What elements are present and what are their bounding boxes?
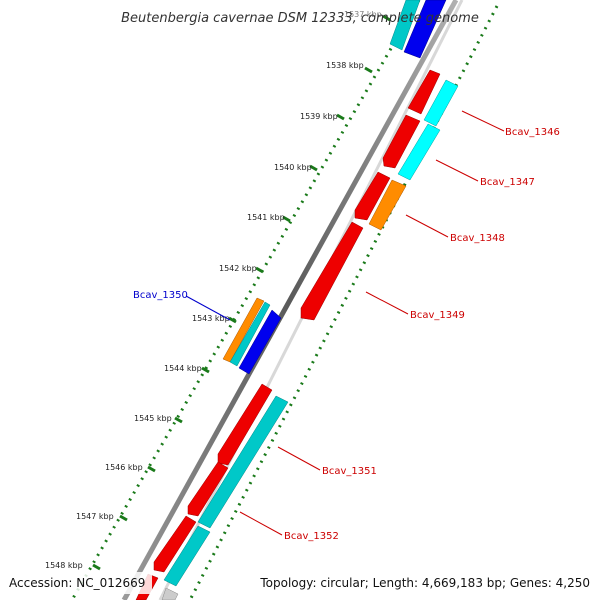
tick-label: 1538 kbp xyxy=(326,61,364,70)
tick-mark xyxy=(309,164,318,172)
footer-topology-bg xyxy=(256,572,596,594)
cds-bcav-1352-cyan xyxy=(163,525,211,587)
genome-backbone xyxy=(121,0,459,600)
cds-bcav-1350-cyan xyxy=(229,301,271,367)
footer-accession-bg xyxy=(4,572,152,594)
cds-bcav-1348-red xyxy=(354,171,391,221)
cds-bottom-grey xyxy=(161,587,179,600)
tick-mark xyxy=(228,316,237,324)
gene-label-bcav-1347[interactable]: Bcav_1347 xyxy=(480,177,535,188)
topology-text: Topology: circular; Length: 4,669,183 bp… xyxy=(259,576,590,590)
cds-top-cyan xyxy=(389,0,421,51)
cds-top-blue xyxy=(403,0,447,59)
leader-bcav-1350 xyxy=(185,295,231,321)
gene-label-bcav-1346[interactable]: Bcav_1346 xyxy=(505,127,560,138)
cds-bcav-1352-red xyxy=(153,515,197,573)
tick-label: 1539 kbp xyxy=(300,112,338,121)
tick-marks xyxy=(92,14,391,571)
tick-mark xyxy=(201,366,210,374)
gene-leaders xyxy=(185,110,505,536)
leader-bcav-1351 xyxy=(277,446,321,471)
tick-label: 1548 kbp xyxy=(45,561,83,570)
gene-labels: Bcav_1346 Bcav_1347 Bcav_1348 Bcav_1349 … xyxy=(133,127,560,542)
gene-label-bcav-1351[interactable]: Bcav_1351 xyxy=(322,466,377,477)
tick-label: 1545 kbp xyxy=(134,414,172,423)
tick-mark xyxy=(255,266,264,274)
cds-bcav-1349-red xyxy=(300,221,364,321)
cds-bcav-1346-cyan xyxy=(423,79,459,127)
cds-bcav-1351-red-a xyxy=(217,383,273,466)
cds-bcav-1351-red-b xyxy=(187,461,229,517)
tick-mark xyxy=(147,465,156,473)
leader-bcav-1348 xyxy=(405,214,449,238)
accession-text: Accession: NC_012669 xyxy=(9,576,145,590)
tick-label: 1537 kbp xyxy=(344,10,382,19)
tick-label: 1540 kbp xyxy=(274,163,312,172)
tick-label: 1541 kbp xyxy=(247,213,285,222)
tick-mark xyxy=(364,66,373,74)
gene-label-bcav-1352[interactable]: Bcav_1352 xyxy=(284,531,339,542)
tick-mark xyxy=(382,14,391,22)
gene-label-bcav-1349[interactable]: Bcav_1349 xyxy=(410,310,465,321)
inner-tick-track xyxy=(70,0,421,600)
cds-bcav-1347-red xyxy=(382,114,421,169)
cds-bcav-1351-cyan xyxy=(197,395,289,529)
gene-label-bcav-1350[interactable]: Bcav_1350 xyxy=(133,290,188,301)
tick-mark xyxy=(336,113,345,121)
cds-bcav-1350-blue xyxy=(238,309,282,375)
map-title: Beutenbergia cavernae DSM 12333, complet… xyxy=(121,11,479,26)
cds-bcav-1348-orange xyxy=(368,179,407,231)
tick-labels: 1537 kbp 1538 kbp 1539 kbp 1540 kbp 1541… xyxy=(45,10,382,570)
tick-mark xyxy=(282,215,291,223)
cds-bcav-1347-cyan xyxy=(397,123,441,181)
leader-bcav-1347 xyxy=(435,159,479,182)
tick-label: 1546 kbp xyxy=(105,463,143,472)
leader-bcav-1349 xyxy=(365,291,409,315)
tick-label: 1544 kbp xyxy=(164,364,202,373)
leader-bcav-1352 xyxy=(239,511,283,536)
gene-label-bcav-1348[interactable]: Bcav_1348 xyxy=(450,233,505,244)
tick-mark xyxy=(174,416,183,424)
tick-mark xyxy=(119,514,128,522)
cds-bcav-1346-red xyxy=(407,69,441,115)
tick-mark xyxy=(92,563,101,571)
tick-label: 1547 kbp xyxy=(76,512,114,521)
tick-label: 1543 kbp xyxy=(192,314,230,323)
tick-label: 1542 kbp xyxy=(219,264,257,273)
leader-bcav-1346 xyxy=(461,110,505,132)
